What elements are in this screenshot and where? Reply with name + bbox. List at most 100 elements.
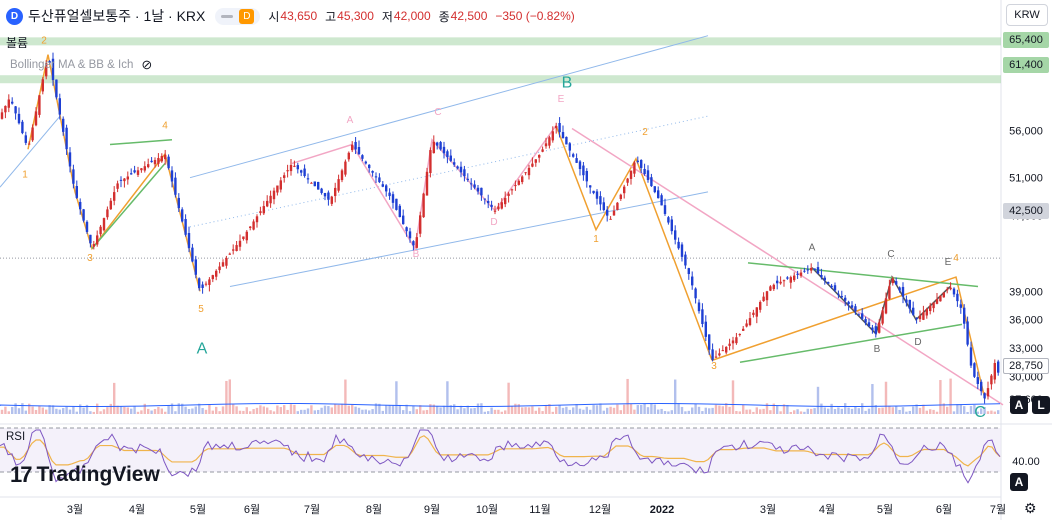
volume-bar: [708, 408, 711, 414]
candle-body: [340, 170, 344, 181]
time-tick-label: 8월: [366, 503, 382, 516]
volume-bar: [368, 410, 371, 414]
volume-bar: [480, 403, 483, 414]
candle-body: [238, 240, 242, 247]
candle-body: [96, 235, 99, 245]
horizontal-levels: [0, 37, 1001, 259]
wave-label-16: B: [874, 344, 881, 355]
candle-body: [228, 253, 231, 255]
volume-bar: [929, 409, 932, 414]
volume-bar: [181, 403, 184, 414]
volume-bar: [840, 408, 843, 414]
volume-bar: [973, 404, 976, 414]
volume-bar: [697, 406, 701, 414]
time-tick-label: 5월: [877, 503, 893, 516]
volume-bar: [844, 403, 847, 414]
candle-body: [966, 321, 969, 345]
candle-body: [442, 146, 446, 154]
volume-bar: [888, 405, 891, 414]
candle-body: [548, 137, 551, 146]
rsi-auto-button[interactable]: A: [1010, 473, 1028, 491]
volume-bar: [657, 409, 660, 414]
volume-bar: [986, 411, 990, 414]
volume-bar: [510, 405, 514, 414]
candle-body: [242, 236, 245, 240]
volume-bar: [653, 404, 656, 414]
candle-body: [823, 277, 826, 281]
candle-body: [490, 204, 493, 207]
volume-bar: [915, 404, 918, 414]
volume-bar: [357, 407, 361, 414]
volume-bar: [959, 404, 962, 414]
volume-bar: [912, 406, 915, 414]
auto-scale-button[interactable]: A: [1010, 396, 1028, 414]
volume-bar: [816, 386, 820, 414]
volume-bar: [942, 403, 945, 414]
candle-body: [167, 156, 170, 169]
time-tick-label: 4월: [819, 503, 835, 516]
rsi-label[interactable]: RSI: [6, 431, 26, 443]
volume-bar: [249, 411, 252, 414]
volume-bar: [51, 405, 55, 414]
symbol-title[interactable]: 두산퓨얼셀보통주 · 1날 · KRX: [28, 8, 206, 24]
candle-body: [150, 160, 153, 163]
candle-body: [463, 169, 466, 177]
volume-bar: [701, 411, 704, 414]
candle-body: [82, 209, 85, 221]
candle-body: [786, 277, 789, 279]
candle-body: [293, 165, 296, 167]
volume-bar: [830, 403, 833, 414]
candle-body: [191, 247, 194, 262]
settings-gear-icon[interactable]: ⚙: [1024, 500, 1037, 516]
candle-body: [721, 350, 724, 352]
volume-bar: [742, 404, 745, 414]
wave-label-4: 5: [198, 304, 204, 315]
volume-bar: [344, 379, 347, 414]
volume-bar: [262, 406, 265, 414]
candle-body: [782, 280, 786, 282]
currency-button[interactable]: KRW: [1006, 4, 1048, 26]
candle-body: [718, 353, 721, 356]
candle-body: [708, 334, 711, 350]
candle-body: [534, 159, 537, 163]
hidden-eye-icon[interactable]: ⊘: [141, 57, 153, 72]
volume-bar: [952, 411, 956, 414]
candle-body: [402, 215, 405, 225]
level-tag-65400: 65,400: [1003, 32, 1049, 48]
candle-body: [408, 231, 412, 239]
log-scale-button[interactable]: L: [1032, 396, 1050, 414]
candle-body: [177, 197, 180, 209]
candle-body: [456, 166, 459, 169]
volume-bar: [453, 404, 456, 414]
data-status-pill[interactable]: D: [215, 7, 261, 25]
volume-bar: [493, 409, 497, 414]
volume-label[interactable]: 볼륨: [6, 36, 29, 50]
candle-body: [330, 196, 333, 204]
volume-bar: [878, 408, 881, 414]
candle-body: [864, 319, 867, 323]
tradingview-logo: 17 TradingView: [10, 462, 160, 488]
candle-body: [711, 349, 714, 360]
volume-bar: [412, 405, 415, 414]
candle-body: [847, 301, 850, 305]
rsi-ma-line: [0, 435, 1001, 467]
volume-bar: [827, 408, 830, 414]
candle-body: [694, 288, 697, 299]
volume-bar: [619, 410, 622, 414]
candle-body: [14, 106, 17, 114]
volume-bar: [850, 408, 854, 414]
volume-bar: [347, 405, 350, 414]
volume-bar: [422, 410, 425, 414]
volume-bar: [204, 409, 208, 414]
channel-upper-line: [189, 35, 709, 179]
change-value: −350 (−0.82%): [495, 9, 575, 23]
wave-label-10: E: [558, 94, 565, 105]
volume-bar: [398, 404, 401, 414]
symbol-logo-icon: D: [6, 7, 23, 25]
candle-body: [769, 286, 772, 291]
volume-bar: [779, 411, 782, 414]
candle-body: [7, 99, 10, 108]
indicator-legend[interactable]: Bollinger MA & BB & Ich ⊘: [10, 57, 152, 73]
candle-body: [119, 179, 123, 181]
